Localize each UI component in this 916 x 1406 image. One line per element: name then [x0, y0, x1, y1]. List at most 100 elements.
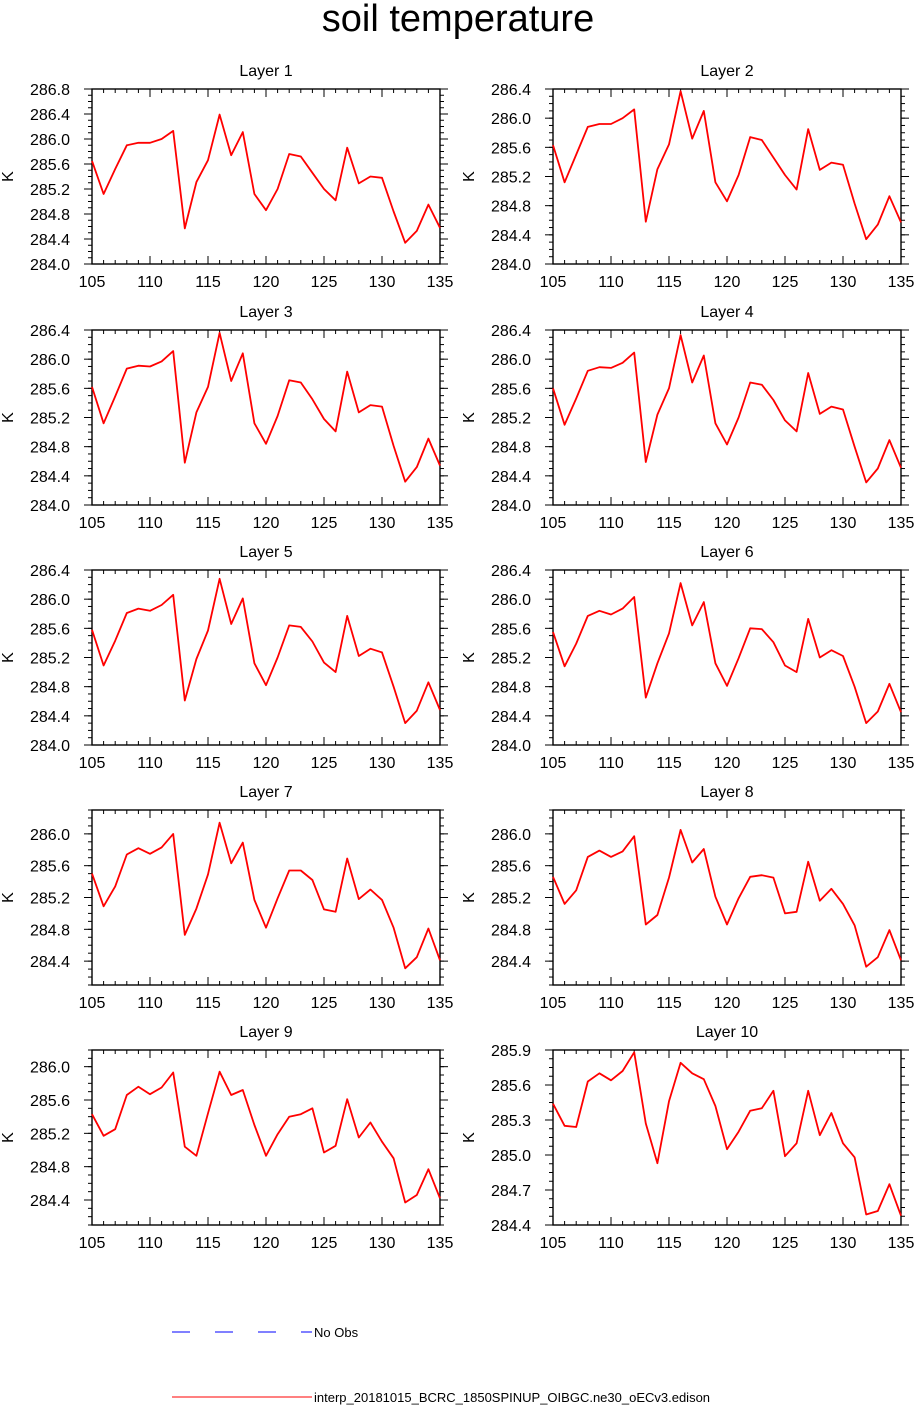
panel-1-xtick-label: 115 — [195, 274, 221, 291]
panel-5-xtick-label: 120 — [253, 755, 280, 772]
panel-7-xtick-label: 130 — [369, 995, 396, 1012]
panel-5-xtick-label: 105 — [79, 755, 106, 772]
panel-2: Layer 2 K 105 110 115 120 125 130 135 284.0 284.4 2… — [461, 63, 914, 291]
panel-6-xtick-label: 130 — [830, 755, 857, 772]
panel-6-ytick-label: 284.4 — [491, 709, 531, 726]
panel-8-xtick-label: 120 — [714, 995, 741, 1012]
panel-1: Layer 1 K 105 110 115 120 125 130 135 284.0 284.4 2… — [0, 63, 453, 291]
panel-1-xtick-label: 120 — [253, 274, 280, 291]
panel-10-xtick-label: 115 — [656, 1235, 682, 1252]
panel-1-frame — [91, 88, 441, 265]
panel-5-xtick-label: 135 — [427, 755, 454, 772]
panel-3-frame — [91, 329, 441, 506]
panel-3-xtick-label: 105 — [79, 515, 106, 532]
panel-4-ytick-label: 285.2 — [491, 411, 531, 428]
panel-9-ytick-label: 285.6 — [30, 1093, 70, 1110]
panel-6-xtick-label: 110 — [598, 755, 624, 772]
panel-5-xtick-label: 115 — [195, 755, 221, 772]
panel-6-xtick-label: 105 — [540, 755, 567, 772]
panel-8-xtick-label: 130 — [830, 995, 857, 1012]
panel-9-xtick-label: 130 — [369, 1235, 396, 1252]
panel-9-ytick-label: 284.8 — [30, 1160, 70, 1177]
panel-2-ytick-label: 284.8 — [491, 199, 531, 216]
panel-8-ylabel: K — [461, 892, 478, 903]
panel-8-series-line — [552, 829, 902, 968]
panel-4-ytick-label: 285.6 — [491, 381, 531, 398]
panel-4-xtick-label: 135 — [888, 515, 915, 532]
panel-7-xtick-label: 115 — [195, 995, 221, 1012]
panel-4-ytick-label: 284.8 — [491, 440, 531, 457]
panel-4-xtick-label: 120 — [714, 515, 741, 532]
panel-10-title: Layer 10 — [696, 1024, 758, 1041]
panel-2-ylabel: K — [461, 171, 478, 182]
panel-10-xtick-label: 135 — [888, 1235, 915, 1252]
panel-9-xtick-label: 105 — [79, 1235, 106, 1252]
panel-9-frame — [91, 1049, 441, 1226]
panel-5-title: Layer 5 — [239, 544, 292, 561]
panel-9-xtick-label: 125 — [311, 1235, 338, 1252]
panel-8-ytick-label: 284.8 — [491, 922, 531, 939]
panel-3-ytick-label: 284.0 — [30, 498, 70, 515]
panel-8-ytick-label: 285.2 — [491, 891, 531, 908]
panel-5-ytick-label: 285.6 — [30, 621, 70, 638]
panel-7-series-line — [91, 821, 441, 970]
panel-8-xtick-label: 125 — [772, 995, 799, 1012]
panel-4-frame — [552, 329, 902, 506]
panel-10-ytick-label: 285.3 — [491, 1113, 531, 1130]
panel-6-ytick-label: 286.0 — [491, 592, 531, 609]
panel-9-xtick-label: 135 — [427, 1235, 454, 1252]
panel-4-ytick-label: 284.4 — [491, 469, 531, 486]
panel-5: Layer 5 K 105 110 115 120 125 130 135 284.0 284.4 2… — [0, 544, 453, 772]
panel-3-series-line — [91, 331, 441, 483]
panel-6-ytick-label: 286.4 — [491, 563, 531, 580]
panel-4-ytick-label: 286.0 — [491, 352, 531, 369]
legend-obs-label: No Obs — [314, 1325, 359, 1340]
panel-1-ytick-label: 284.0 — [30, 257, 70, 274]
panel-10-series-line — [552, 1051, 902, 1217]
panel-3-ytick-label: 286.4 — [30, 323, 70, 340]
panel-10-xtick-label: 130 — [830, 1235, 857, 1252]
panel-3-ytick-label: 284.4 — [30, 469, 70, 486]
panel-1-ytick-label: 286.0 — [30, 132, 70, 149]
panel-7-xtick-label: 110 — [137, 995, 163, 1012]
panel-6-xtick-label: 115 — [656, 755, 682, 772]
panel-1-ytick-label: 286.8 — [30, 82, 70, 99]
legend-model-line — [172, 1396, 312, 1398]
panel-6-frame — [552, 569, 902, 746]
panel-9-ytick-label: 286.0 — [30, 1060, 70, 1077]
panel-1-ytick-label: 285.6 — [30, 157, 70, 174]
panel-6-xtick-label: 135 — [888, 755, 915, 772]
panel-5-ytick-label: 284.4 — [30, 709, 70, 726]
panel-5-xtick-label: 110 — [137, 755, 163, 772]
panel-3-xtick-label: 110 — [137, 515, 163, 532]
panel-6-ytick-label: 284.8 — [491, 680, 531, 697]
panel-8-ytick-label: 285.6 — [491, 859, 531, 876]
panel-6: Layer 6 K 105 110 115 120 125 130 135 284.0 284.4 2… — [461, 544, 914, 772]
panel-1-ytick-label: 284.8 — [30, 207, 70, 224]
panel-5-ytick-label: 286.0 — [30, 592, 70, 609]
panel-10: Layer 10 K 105 110 115 120 125 130 135 284.4 284.7… — [461, 1024, 914, 1252]
panel-7-ytick-label: 285.6 — [30, 859, 70, 876]
panel-1-xtick-label: 130 — [369, 274, 396, 291]
panel-2-xtick-label: 130 — [830, 274, 857, 291]
panel-10-ytick-label: 285.6 — [491, 1078, 531, 1095]
panel-7-ytick-label: 286.0 — [30, 827, 70, 844]
panel-2-xtick-label: 135 — [888, 274, 915, 291]
panel-5-series-line — [91, 577, 441, 724]
panel-8-xtick-label: 110 — [598, 995, 624, 1012]
panel-5-xtick-label: 130 — [369, 755, 396, 772]
panel-7-xtick-label: 120 — [253, 995, 280, 1012]
panel-1-series-line — [91, 113, 441, 244]
panel-2-ytick-label: 286.0 — [491, 111, 531, 128]
panel-1-ytick-label: 285.2 — [30, 182, 70, 199]
panel-4-ylabel: K — [461, 412, 478, 423]
panel-8: Layer 8 K 105 110 115 120 125 130 135 284.4 284.8 2… — [461, 784, 914, 1012]
panel-7-ytick-label: 284.4 — [30, 954, 70, 971]
panel-3-ylabel: K — [0, 412, 17, 423]
panel-3-ytick-label: 286.0 — [30, 352, 70, 369]
panel-8-title: Layer 8 — [700, 784, 753, 801]
panel-5-xtick-label: 125 — [311, 755, 338, 772]
panel-7-frame — [91, 809, 441, 986]
panel-3-ytick-label: 285.6 — [30, 381, 70, 398]
